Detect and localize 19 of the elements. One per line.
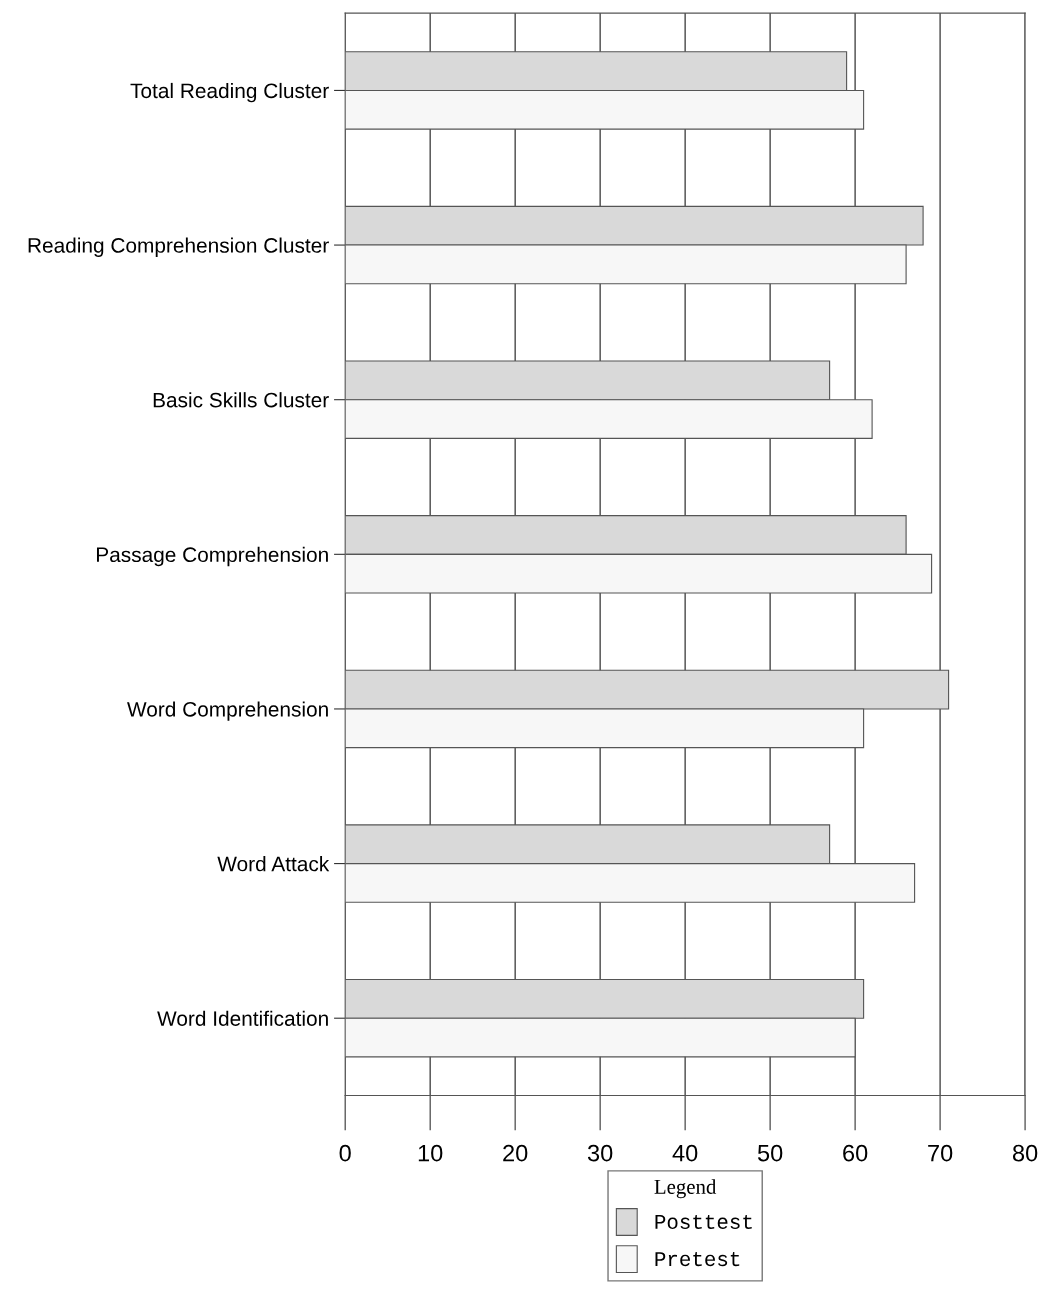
y-tick-label: Total Reading Cluster	[130, 82, 329, 103]
x-tick-label: 40	[672, 1144, 698, 1162]
x-tick-label: 70	[928, 1144, 953, 1162]
y-tick-label: Word Attack	[217, 856, 330, 872]
x-tick-label: 80	[1012, 1144, 1038, 1162]
x-tick-label: 50	[757, 1144, 783, 1162]
y-tick-label: Passage Comprehension	[96, 546, 328, 567]
legend-label: Pretest	[655, 1252, 740, 1267]
y-tick-label: Basic Skills Cluster	[153, 392, 329, 408]
legend-label: Posttest	[655, 1214, 752, 1229]
x-tick-label: 10	[418, 1144, 443, 1162]
y-tick-label: Reading Comprehension Cluster	[28, 237, 329, 257]
legend-title: Legend	[654, 1179, 717, 1199]
x-tick-label: 60	[843, 1144, 868, 1162]
x-tick-label: 30	[587, 1144, 613, 1162]
y-tick-label: Word Identification	[157, 1010, 328, 1026]
y-tick-label: Word Comprehension	[127, 701, 328, 721]
x-tick-label: 0	[339, 1144, 351, 1162]
x-tick-label: 20	[503, 1144, 528, 1162]
